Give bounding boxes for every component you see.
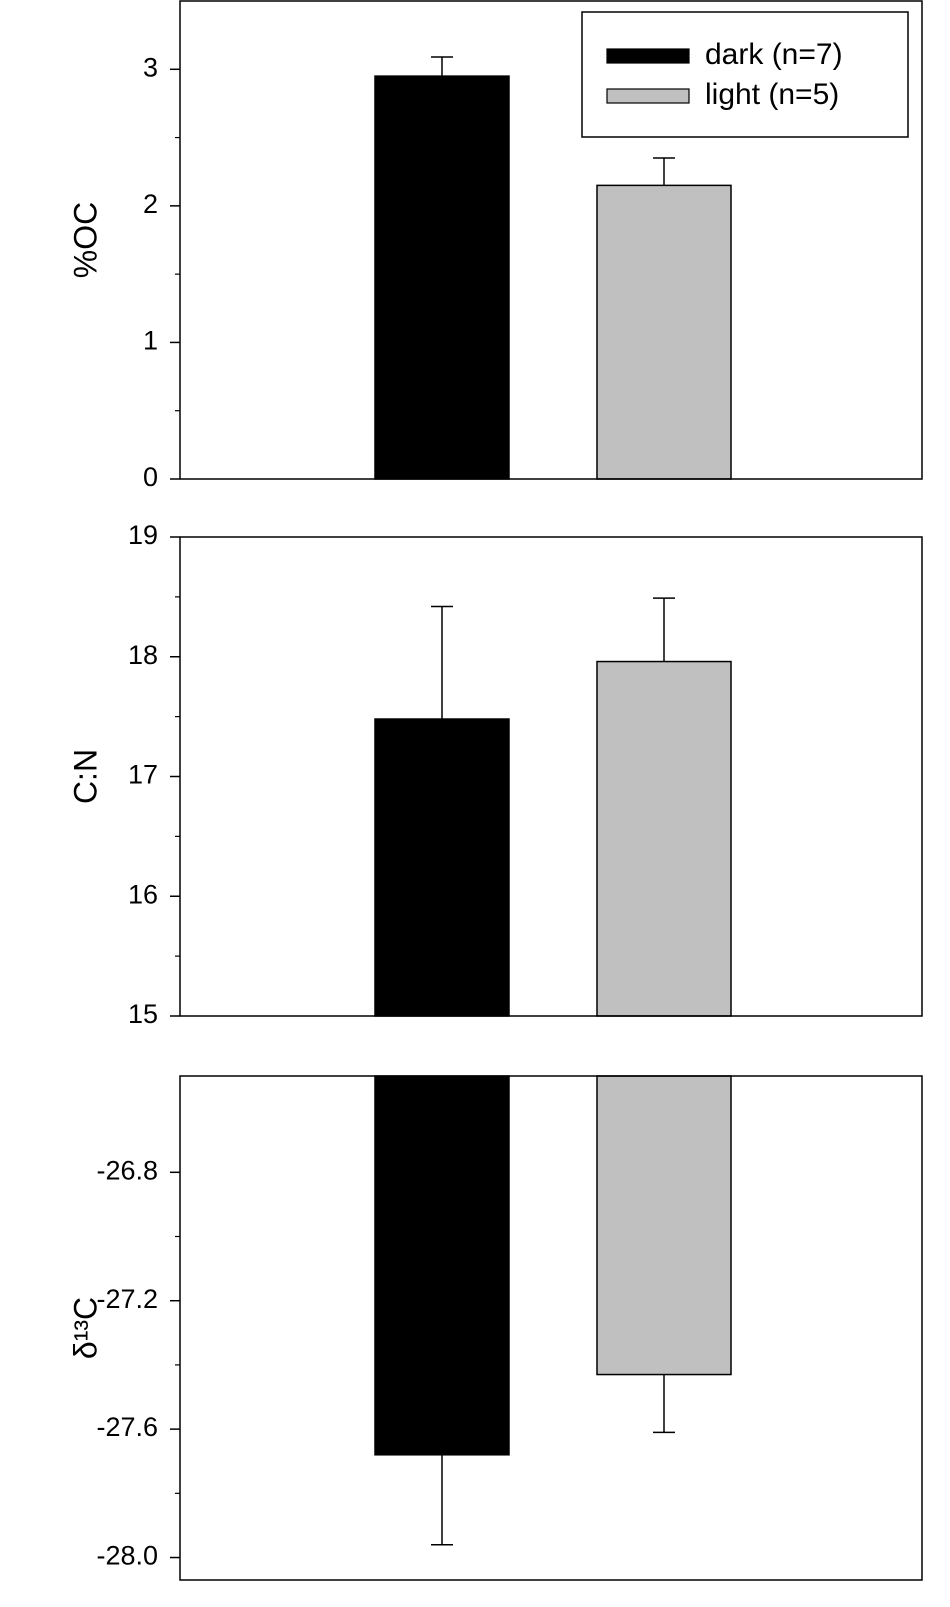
y-axis-label: %OC: [67, 202, 103, 278]
legend-box: [581, 11, 909, 138]
bar: [374, 718, 510, 1017]
error-bar: [653, 157, 675, 186]
y-tick-label: 3: [143, 52, 158, 82]
y-tick-label: -28.0: [96, 1541, 158, 1571]
plot-frame: [179, 536, 923, 1017]
y-axis-label: C:N: [67, 749, 103, 804]
legend-label: light (n=5): [705, 78, 839, 111]
y-tick-label: 15: [128, 999, 158, 1029]
y-tick-label: 18: [128, 640, 158, 670]
y-tick-label: -26.8: [96, 1155, 158, 1185]
y-tick-label: -27.2: [96, 1284, 158, 1314]
bar: [374, 75, 510, 480]
legend-swatch: [606, 48, 690, 64]
y-tick-label: 1: [143, 326, 158, 356]
error-bar: [431, 56, 453, 77]
y-tick-label: 17: [128, 760, 158, 790]
plot-frame: [179, 1075, 923, 1581]
plot-frame: [179, 0, 923, 480]
error-bar: [431, 1454, 453, 1546]
bar: [596, 1075, 732, 1376]
y-tick-label: 2: [143, 189, 158, 219]
error-bar: [653, 597, 675, 662]
bar: [596, 184, 732, 480]
y-tick-label: 16: [128, 879, 158, 909]
y-tick-label: -27.6: [96, 1412, 158, 1442]
legend-label: dark (n=7): [705, 38, 843, 71]
error-bar: [431, 605, 453, 720]
bar: [596, 660, 732, 1017]
y-tick-label: 0: [143, 462, 158, 492]
error-bar: [653, 1374, 675, 1434]
bar: [374, 1075, 510, 1456]
y-tick-label: 19: [128, 520, 158, 550]
legend-swatch: [606, 88, 690, 104]
y-axis-label: δ¹³C: [67, 1297, 103, 1359]
